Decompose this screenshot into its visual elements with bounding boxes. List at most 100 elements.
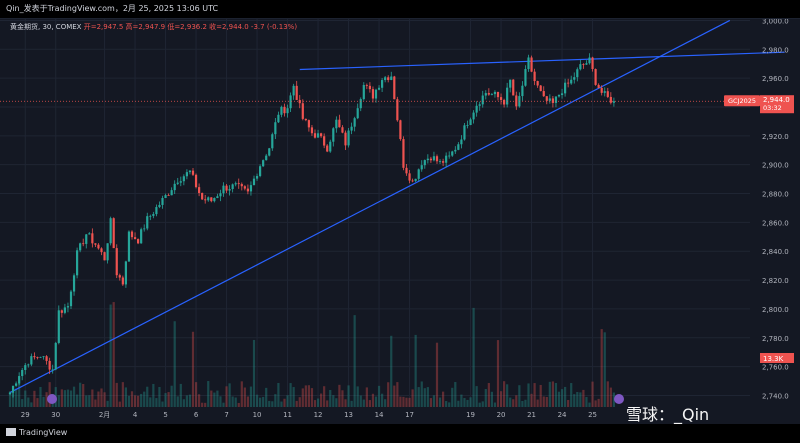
countdown-text: 03:32	[763, 104, 782, 112]
candle-body	[152, 214, 155, 216]
candle-body	[85, 234, 88, 244]
candle-body	[271, 134, 274, 149]
candle-body	[63, 307, 66, 313]
candle-body	[307, 120, 310, 128]
tradingview-label: TradingView	[19, 428, 68, 437]
candle-body	[512, 79, 515, 96]
candle-body	[112, 218, 115, 249]
candle-body	[51, 369, 54, 371]
candle-body	[225, 185, 228, 191]
candle-body	[408, 173, 411, 181]
volume-bar	[420, 381, 423, 407]
symbol-tag-text: GCJ2025	[728, 97, 756, 105]
candle-body	[533, 71, 536, 82]
volume-bar	[365, 387, 368, 407]
trendline[interactable]	[9, 19, 731, 394]
volume-bar	[448, 402, 451, 407]
volume-bar	[609, 387, 612, 407]
y-tick-label: 2,900.0	[762, 162, 789, 170]
candle-body	[426, 158, 429, 161]
candle-body	[365, 85, 368, 86]
volume-bar	[143, 391, 146, 407]
candle-body	[472, 112, 475, 120]
volume-bar	[121, 382, 124, 407]
candlestick-chart[interactable]: 3,000.02,980.02,960.02,940.02,920.02,900…	[0, 17, 800, 425]
candle-body	[411, 180, 414, 182]
volume-bar	[118, 401, 121, 407]
candle-body	[381, 80, 384, 88]
chart-plot-area[interactable]: 3,000.02,980.02,960.02,940.02,920.02,900…	[0, 17, 800, 425]
volume-bar	[521, 400, 524, 407]
volume-bar	[289, 383, 292, 407]
volume-bar	[252, 339, 256, 407]
x-tick-label: 6	[194, 411, 199, 419]
candle-body	[582, 64, 585, 65]
volume-bar	[451, 387, 454, 407]
volume-bar	[384, 399, 387, 407]
y-tick-label: 2,760.0	[762, 364, 789, 372]
volume-bar	[130, 391, 134, 407]
candle-body	[496, 91, 500, 98]
volume-bar	[24, 390, 27, 407]
candle-body	[554, 96, 558, 103]
volume-bar	[570, 383, 573, 407]
x-tick-label: 10	[253, 411, 262, 419]
volume-bar	[426, 387, 429, 407]
volume-bar	[606, 381, 609, 407]
candle-body	[542, 91, 545, 97]
candle-body	[146, 216, 149, 229]
volume-bar	[512, 399, 515, 407]
candle-body	[109, 218, 112, 244]
candle-body	[414, 178, 417, 181]
candle-body	[548, 98, 551, 101]
event-marker-icon[interactable]	[47, 394, 57, 404]
volume-bar	[179, 383, 182, 407]
volume-bar	[353, 315, 356, 407]
candle-body	[118, 275, 121, 278]
publish-caption: Qin_发表于TradingView.com，2月 25, 2025 13:06…	[6, 4, 219, 13]
volume-bar	[164, 393, 167, 407]
candle-body	[469, 119, 472, 126]
volume-bar	[280, 401, 283, 407]
trendline[interactable]	[299, 51, 785, 71]
volume-bar	[85, 395, 88, 407]
volume-bar	[554, 382, 558, 407]
x-tick-label: 7	[224, 411, 228, 419]
candle-body	[201, 192, 204, 200]
volume-bar	[387, 382, 390, 407]
watermark: 雪球：_Qin	[626, 405, 710, 424]
candle-body	[438, 161, 442, 162]
candle-body	[33, 356, 36, 358]
event-marker-icon[interactable]	[614, 394, 624, 404]
volume-bar	[69, 390, 73, 407]
candle-body	[594, 69, 597, 85]
volume-bar	[191, 331, 195, 407]
candle-body	[143, 228, 146, 230]
candle-body	[188, 170, 192, 173]
volume-bar	[198, 394, 201, 407]
candle-body	[124, 261, 127, 285]
volume-bar	[487, 383, 490, 407]
volume-bar	[338, 384, 341, 407]
candle-body	[551, 98, 554, 103]
symbol-price-tag	[724, 95, 760, 107]
candle-body	[255, 176, 259, 179]
candle-body	[164, 195, 167, 199]
candle-body	[11, 385, 15, 393]
candle-body	[353, 118, 356, 127]
candle-body	[265, 155, 268, 161]
candle-body	[72, 275, 76, 292]
volume-tag	[760, 353, 794, 363]
volume-bar	[225, 386, 228, 407]
candle-body	[161, 198, 164, 205]
candle-body	[222, 185, 225, 194]
candle-body	[182, 176, 185, 182]
candle-body	[341, 127, 344, 133]
y-tick-label: 2,860.0	[762, 219, 789, 227]
volume-bar	[15, 388, 18, 407]
volume-bar	[173, 321, 176, 407]
volume-bar	[210, 390, 213, 407]
candle-body	[88, 233, 91, 235]
candle-body	[396, 99, 399, 121]
volume-bar	[564, 386, 567, 407]
